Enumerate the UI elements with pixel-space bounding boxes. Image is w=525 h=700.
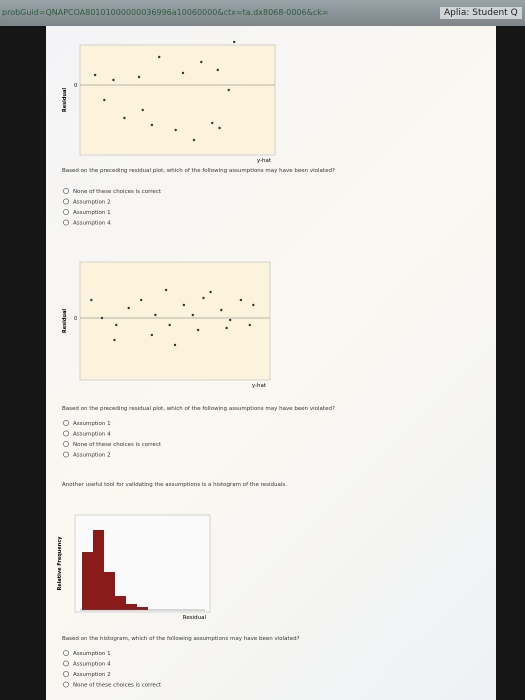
radio[interactable] [63,209,69,215]
residual-point [123,116,126,120]
radio[interactable] [63,650,69,656]
zero-label: 0 [74,316,77,322]
radio[interactable] [63,441,69,447]
option[interactable]: Assumption 2 [73,453,111,459]
url[interactable]: probGuid=QNAPCOA80101000000036996a100600… [2,8,329,17]
residual-point [228,318,232,322]
residual-point [200,60,203,64]
residual-point [233,40,236,44]
radio[interactable] [63,430,69,437]
residual-point [158,55,161,59]
prompt: Based on the preceding residual plot, wh… [62,168,335,174]
residual-point [141,108,144,112]
prompt: Based on the preceding residual plot, wh… [62,406,335,412]
zero-label: 0 [74,83,77,89]
intro: Another useful tool for validating the a… [62,482,287,488]
residual-point [181,71,185,75]
radio[interactable] [63,451,69,458]
residual-point [202,296,205,300]
y-axis-label: Residual [62,88,68,112]
option[interactable]: Assumption 4 [73,432,111,438]
y-axis-label: Residual [62,309,68,333]
residual-point [211,121,214,125]
option[interactable]: Assumption 2 [73,672,111,678]
plot-area [79,44,276,156]
radio[interactable] [63,660,69,667]
residual-point [248,323,251,327]
residual-point [227,88,230,92]
residual-point [218,126,221,130]
radio[interactable] [63,198,69,205]
histogram-bar [93,530,104,610]
browser-bar: probGuid=QNAPCOA80101000000036996a100600… [0,0,525,26]
x-axis-label: y-hat [257,158,272,164]
residual-point [164,288,168,292]
option[interactable]: Assumption 1 [73,210,111,216]
residual-point [220,308,223,312]
residual-point [191,313,194,317]
y-axis-label: Relative Frequency [57,536,63,591]
histogram-bar [104,572,115,610]
residual-point [115,323,118,327]
option[interactable]: Assumption 1 [73,421,111,427]
option[interactable]: Assumption 2 [73,200,111,206]
residual-point [192,138,196,142]
radio[interactable] [63,219,69,226]
residual-point [174,128,177,132]
x-axis-label: Residual [183,615,207,621]
residual-point [216,68,219,72]
prompt: Based on the histogram, which of the fol… [62,636,300,642]
option[interactable]: None of these choices is correct [73,683,162,689]
residual-point [90,298,93,302]
residual-point [112,78,115,82]
residual-point [173,343,177,347]
tab[interactable]: Aplia: Student Q [440,7,522,19]
plot-area [79,261,271,381]
residual-point [239,298,243,302]
histogram-bar [126,604,137,610]
option[interactable]: None of these choices is correct [73,189,162,195]
x-axis-label: y-hat [252,383,267,389]
histogram-bar [115,596,126,610]
residual-point [150,123,154,127]
option[interactable]: None of these choices is correct [73,442,162,448]
residual-point [103,98,106,102]
option[interactable]: Assumption 4 [73,662,111,668]
residual-point [139,298,143,302]
radio[interactable] [63,671,69,677]
residual-point [100,316,104,320]
residual-point [252,303,255,307]
residual-point [154,313,157,317]
histogram-bar [137,607,148,610]
residual-point [209,290,212,294]
residual-point [127,306,130,310]
histogram-bar [82,552,93,610]
residual-point [168,323,171,327]
residual-point [225,326,228,330]
residual-point [113,338,116,342]
residual-point [182,303,186,307]
residual-point [93,73,97,77]
option[interactable]: Assumption 4 [73,221,111,227]
radio[interactable] [63,420,69,426]
residual-point [196,328,200,332]
radio[interactable] [63,681,69,688]
option[interactable]: Assumption 1 [73,651,111,657]
residual-point [137,75,141,79]
residual-point [150,333,154,337]
radio[interactable] [63,188,69,194]
